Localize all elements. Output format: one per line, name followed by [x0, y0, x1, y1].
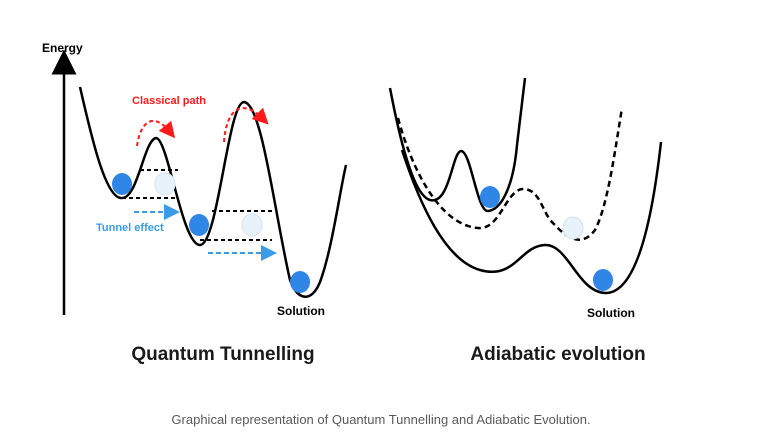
particle-solution: [290, 271, 310, 293]
left-solution-label: Solution: [277, 304, 325, 318]
energy-landscape-curve: [78, 86, 348, 298]
energy-axis-label: Energy: [42, 41, 83, 55]
right-solution-label: Solution: [587, 306, 635, 320]
figure-caption: Graphical representation of Quantum Tunn…: [171, 412, 591, 427]
particle-middle: [189, 214, 209, 236]
classical-path-label: Classical path: [132, 95, 206, 107]
adiabatic-particle-initial: [480, 186, 500, 208]
final-potential-curve: [400, 141, 663, 295]
adiabatic-evolution-panel: Solution Adiabatic evolution: [388, 77, 663, 365]
intermediate-potential-curve: [396, 107, 624, 241]
adiabatic-particle-ghost: [562, 216, 584, 240]
quantum-tunnelling-panel: Energy Classical path Tunnel effect Solu…: [42, 41, 348, 365]
particle-ghost-1: [154, 172, 176, 196]
classical-path-arrow-2: [223, 107, 269, 143]
particle-start: [112, 173, 132, 195]
tunnel-effect-label: Tunnel effect: [96, 222, 164, 234]
particle-ghost-2: [241, 213, 263, 237]
quantum-tunnelling-title: Quantum Tunnelling: [131, 344, 314, 365]
adiabatic-particle-solution: [593, 269, 613, 291]
classical-path-arrow-1: [136, 119, 176, 147]
initial-potential-curve: [388, 77, 527, 213]
adiabatic-evolution-title: Adiabatic evolution: [470, 344, 645, 365]
